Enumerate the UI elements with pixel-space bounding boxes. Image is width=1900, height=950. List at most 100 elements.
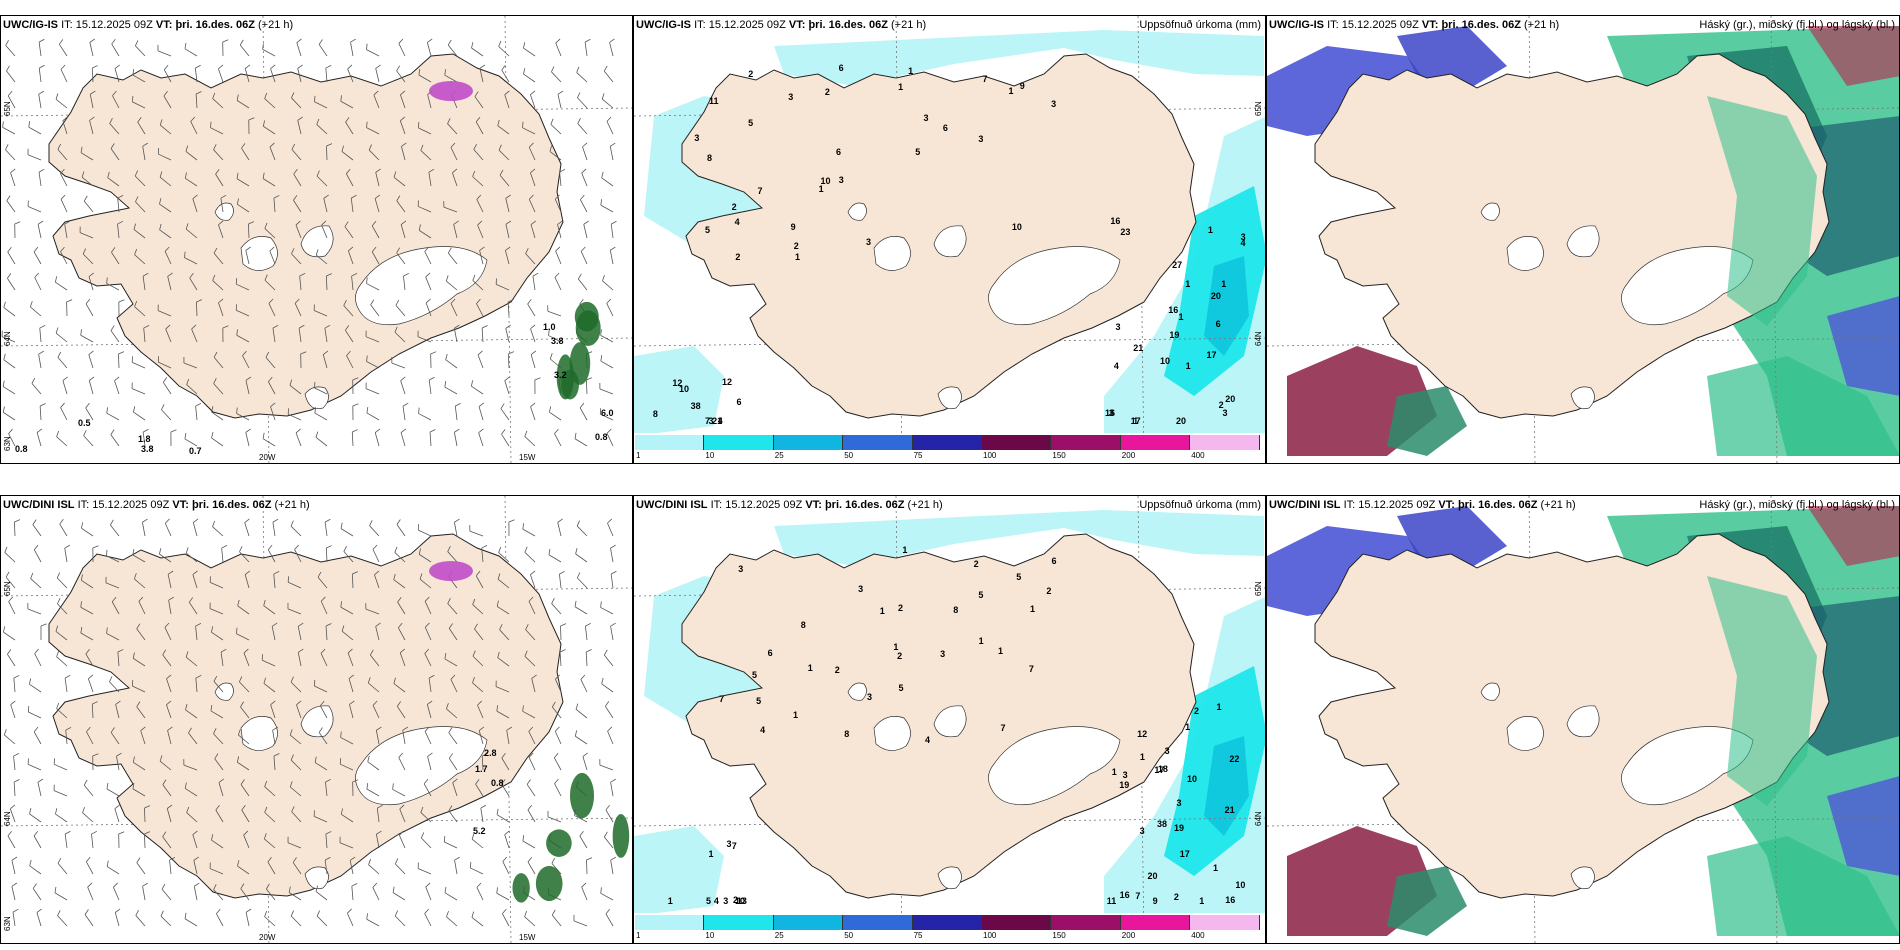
precip-total-label: 7 — [1028, 664, 1034, 675]
precip-total-label: 10 — [820, 175, 831, 186]
model-name: UWC/IG-IS — [636, 19, 691, 31]
precip-total-label: 9 — [1152, 896, 1158, 906]
precip-total-label: 10 — [1011, 221, 1022, 232]
precip-total-label: 1 — [902, 545, 908, 556]
precip-total-label: 2 — [1218, 400, 1224, 411]
precip-total-label: 10 — [1235, 879, 1246, 890]
precip-total-label: 6 — [767, 647, 773, 658]
latitude-label: 63N — [3, 916, 12, 931]
precip-total-label: 19 — [1169, 330, 1180, 341]
glacier — [873, 716, 911, 751]
precip-total-label: 10 — [735, 896, 746, 906]
precip-total-label: 3 — [838, 174, 844, 185]
precip-total-label: 1 — [818, 183, 824, 194]
precip-total-label: 3 — [923, 112, 929, 123]
iceland-landmass — [1314, 533, 1830, 899]
precip-total-label: 6 — [736, 397, 742, 408]
latitude-label: 64N — [1254, 331, 1263, 346]
precip-total-label: 5 — [748, 117, 754, 128]
precip-total-label: 3 — [1139, 825, 1145, 836]
panel-dini-precip: UWC/DINI ISL IT: 15.12.2025 09Z VT: þri.… — [633, 495, 1266, 944]
precip-total-label: 1 — [708, 848, 714, 859]
colorbar-swatch — [1120, 915, 1191, 930]
precip-total-label: 4 — [734, 216, 740, 227]
valid-time: þri. 16.des. 06Z — [1457, 499, 1538, 511]
panel-igis-precip: UWC/IG-IS IT: 15.12.2025 09Z VT: þri. 16… — [633, 15, 1266, 464]
colorbar-tick-label: 200 — [1121, 931, 1136, 940]
precip-total-label: 10 — [1160, 355, 1171, 366]
colorbar-swatch — [773, 915, 844, 930]
precip-total-label: 3 — [1176, 797, 1182, 808]
precip-total-label: 1 — [807, 662, 813, 673]
iceland-landmass — [48, 53, 564, 419]
precip-total-label: 19 — [1119, 779, 1130, 790]
precip-total-label: 6 — [836, 147, 842, 158]
it-label: IT: — [1327, 19, 1339, 31]
lead-time: (+21 h) — [258, 19, 294, 31]
precip-total-label: 2 — [735, 251, 741, 262]
precip-total-label: 1 — [667, 896, 673, 906]
glacier — [988, 246, 1121, 326]
precip-total-label: 1 — [998, 645, 1004, 656]
precip-amount-label: 0.8 — [15, 444, 28, 454]
precip-total-label: 1 — [1185, 279, 1191, 290]
panel-igis-cloud: UWC/IG-IS IT: 15.12.2025 09Z VT: þri. 16… — [1266, 15, 1900, 464]
precip-total-label: 7 — [1000, 723, 1006, 734]
glacier — [214, 682, 234, 701]
precip-total-label: 9 — [1019, 81, 1025, 92]
cloud-over-land — [1707, 96, 1817, 326]
precip-total-label: 3 — [940, 648, 946, 659]
glacier — [355, 726, 488, 806]
precip-total-label: 4 — [1240, 237, 1246, 248]
colorbar-swatch — [635, 915, 705, 930]
panel-header: UWC/IG-IS IT: 15.12.2025 09Z VT: þri. 16… — [3, 19, 293, 31]
precip-total-label: 7 — [719, 693, 725, 704]
precip-total-label: 4 — [1113, 360, 1119, 371]
precip-total-label: 21 — [1224, 804, 1235, 815]
lead-time: (+21 h) — [1540, 499, 1576, 511]
precip-total-label: 11 — [708, 95, 719, 106]
it-label: IT: — [77, 499, 90, 511]
colorbar-tick-label: 100 — [983, 931, 997, 940]
panel-header: UWC/DINI ISL IT: 15.12.2025 09Z VT: þri.… — [1269, 499, 1576, 511]
colorbar-tick-label: 1 — [636, 451, 641, 460]
precip-total-label: 2 — [898, 603, 904, 614]
glacier — [1621, 246, 1754, 326]
precip-total-label: 3 — [865, 236, 871, 247]
precip-total-label: 10 — [1187, 773, 1198, 784]
model-name: UWC/IG-IS — [3, 19, 58, 31]
precip-total-label: 1 — [1008, 85, 1014, 96]
init-time: 15.12.2025 09Z — [708, 19, 786, 31]
precip-total-label: 7 — [731, 841, 737, 852]
precip-total-label: 21 — [1133, 343, 1144, 354]
precip-total-label: 3 — [723, 896, 729, 906]
glacier — [1480, 202, 1500, 221]
colorbar-swatch — [843, 915, 913, 930]
precip-total-label: 3 — [708, 416, 714, 426]
precip-total-label: 1 — [1139, 751, 1145, 762]
glacier — [847, 202, 867, 221]
it-label: IT: — [61, 19, 73, 31]
colorbar-swatch — [1190, 435, 1260, 450]
panel-title: Háský (gr.), miðský (fj.bl.) og lágský (… — [1699, 19, 1895, 31]
precip-total-label: 2 — [973, 559, 979, 570]
colorbar-swatch — [912, 915, 982, 930]
colorbar-tick-label: 10 — [705, 931, 715, 940]
cloud-over-land — [1707, 576, 1817, 806]
precip-total-label: 8 — [800, 619, 806, 630]
latitude-label: 64N — [1254, 811, 1263, 826]
glacier — [304, 386, 329, 410]
precip-total-label: 1 — [1185, 361, 1191, 372]
colorbar-tick-label: 200 — [1121, 451, 1136, 460]
precip-total-label: 4 — [924, 735, 930, 746]
valid-time: þri. 16.des. 06Z — [191, 499, 272, 511]
valid-time: þri. 16.des. 06Z — [824, 499, 905, 511]
precip-total-label: 6 — [838, 62, 844, 73]
precip-total-label: 6 — [1215, 319, 1221, 329]
iceland-landmass — [681, 53, 1197, 419]
precip-amount-label: 5.2 — [473, 826, 486, 836]
precip-total-label: 3 — [866, 691, 872, 702]
colorbar-tick-label: 150 — [1052, 931, 1066, 940]
it-label: IT: — [694, 19, 706, 31]
precip-total-label: 1 — [1213, 862, 1219, 873]
